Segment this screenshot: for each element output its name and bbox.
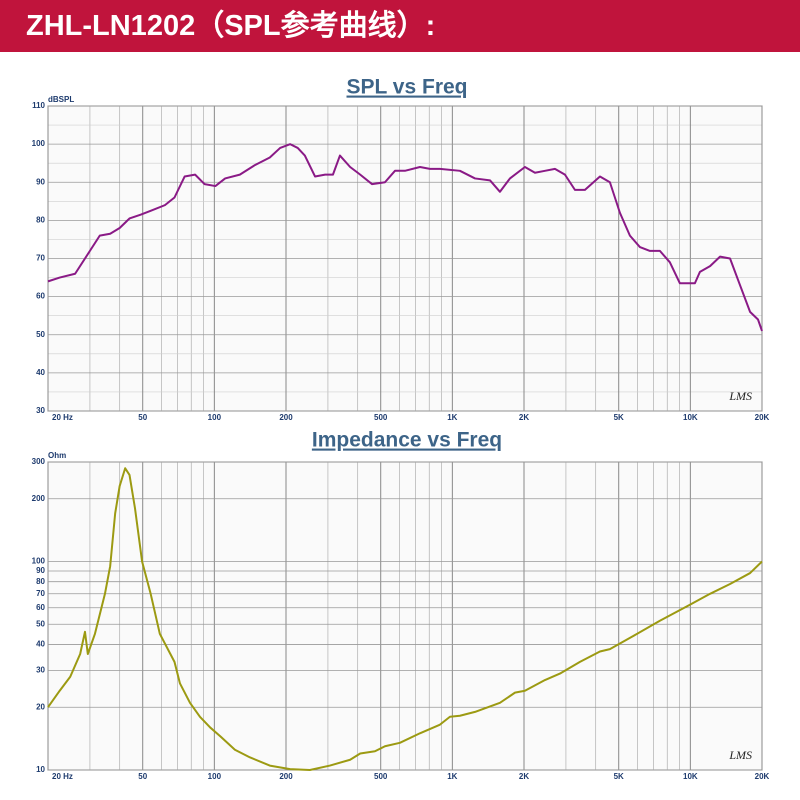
x-tick-label: 500	[374, 413, 388, 422]
y-axis-label: dBSPL	[48, 95, 74, 104]
y-tick-label: 30	[36, 406, 45, 415]
x-tick-label: 20 Hz	[52, 413, 73, 422]
y-tick-label: 110	[32, 101, 45, 110]
y-tick-label: 90	[36, 177, 45, 186]
x-tick-label: 2K	[519, 413, 529, 422]
y-tick-label: 80	[36, 215, 45, 224]
y-tick-label: 50	[36, 619, 45, 628]
x-tick-label: 100	[208, 413, 222, 422]
y-tick-label: 40	[36, 368, 45, 377]
x-tick-label: 1K	[447, 413, 457, 422]
x-tick-label: 2K	[519, 772, 529, 781]
y-axis-label: Ohm	[48, 451, 66, 460]
plot-area	[47, 461, 763, 771]
watermark: LMS	[728, 389, 752, 403]
x-tick-label: 10K	[683, 413, 698, 422]
x-tick-label: 5K	[614, 772, 624, 781]
charts: SPL vs Freq dBSPL 20 Hz 50 100 200 500 1K 2K 5K 10…	[32, 76, 770, 782]
y-tick-label: 100	[32, 557, 46, 566]
y-tick-label: 70	[36, 254, 45, 263]
chart-title: Impedance vs Freq	[312, 429, 502, 452]
y-tick-label: 60	[36, 292, 45, 301]
y-tick-label: 40	[36, 640, 45, 649]
x-tick-label: 10K	[683, 772, 698, 781]
x-tick-label: 1K	[447, 772, 457, 781]
x-tick-label: 100	[208, 772, 222, 781]
data-line	[47, 143, 763, 332]
header-title: ZHL-LN1202（SPL参考曲线）:	[0, 0, 800, 52]
x-tick-label: 200	[279, 413, 293, 422]
y-tick-label: 20	[36, 702, 45, 711]
x-tick-label: 50	[138, 413, 147, 422]
watermark: LMS	[728, 748, 752, 762]
y-tick-label: 30	[36, 666, 45, 675]
y-tick-label: 100	[32, 139, 46, 148]
y-tick-label: 80	[36, 577, 45, 586]
x-tick-label: 200	[279, 772, 293, 781]
x-tick-label: 50	[138, 772, 147, 781]
x-tick-label: 5K	[614, 413, 624, 422]
y-tick-label: 50	[36, 330, 45, 339]
x-tick-label: 20 Hz	[52, 772, 73, 781]
x-tick-label: 20K	[755, 772, 770, 781]
data-line	[47, 467, 763, 771]
y-tick-label: 10	[36, 765, 45, 774]
y-tick-label: 70	[36, 589, 45, 598]
x-tick-label: 500	[374, 772, 388, 781]
y-tick-label: 300	[32, 457, 46, 466]
y-tick-label: 200	[32, 494, 46, 503]
x-tick-label: 20K	[755, 413, 770, 422]
y-tick-label: 60	[36, 603, 45, 612]
y-tick-label: 90	[36, 566, 45, 575]
chart-title: SPL vs Freq	[347, 76, 468, 99]
